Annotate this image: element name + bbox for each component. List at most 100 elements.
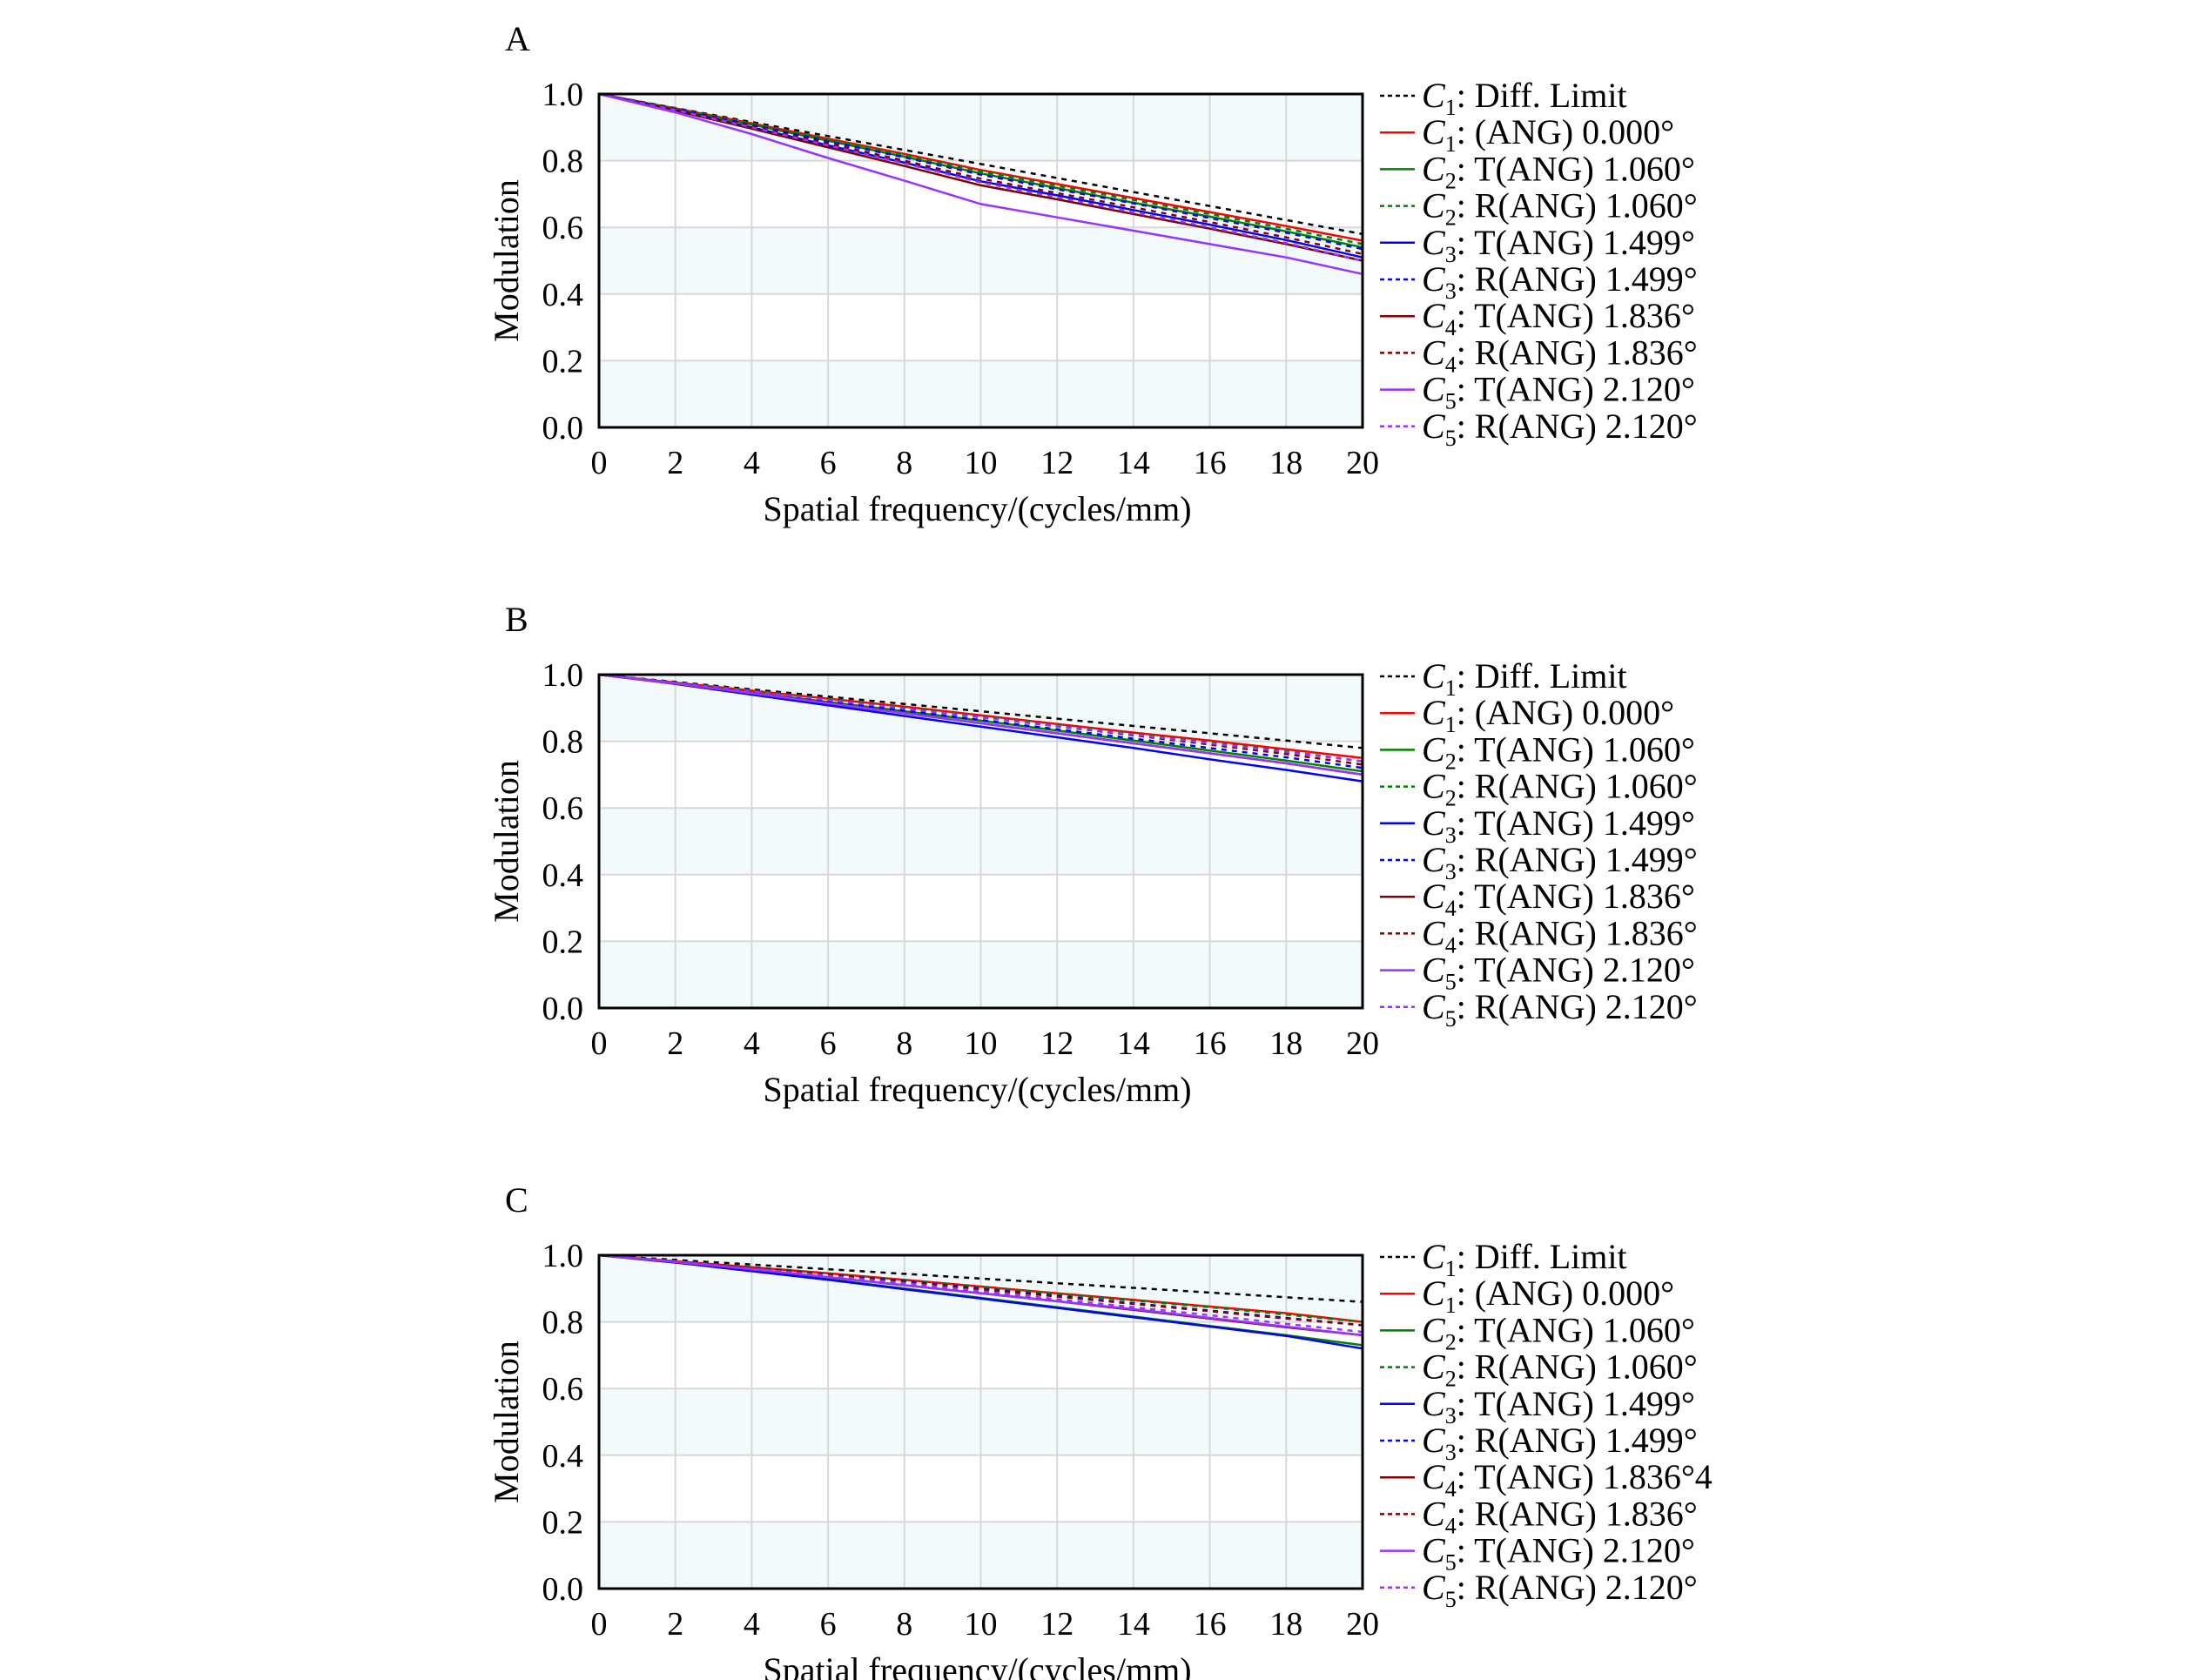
legend-subscript: 5 xyxy=(1445,1587,1457,1612)
y-tick-label: 1.0 xyxy=(542,1238,584,1274)
x-tick-label: 16 xyxy=(1194,445,1227,481)
x-tick-label: 2 xyxy=(667,445,683,481)
y-axis-label: Modulation xyxy=(487,760,526,923)
x-tick-label: 20 xyxy=(1346,445,1379,481)
x-tick-label: 12 xyxy=(1040,445,1073,481)
legend-label: : T(ANG) 1.499° xyxy=(1457,223,1695,262)
x-tick-label: 6 xyxy=(820,445,837,481)
legend-label: : R(ANG) 1.836° xyxy=(1457,913,1698,952)
x-tick-label: 12 xyxy=(1040,1606,1073,1643)
x-axis-label: Spatial frequency/(cycles/mm) xyxy=(763,489,1191,528)
legend-entry: C3: T(ANG) 1.499° xyxy=(1422,223,1695,267)
legend-symbol: C xyxy=(1422,1568,1446,1607)
legend-entry: C1: (ANG) 0.000° xyxy=(1422,112,1674,157)
legend-symbol: C xyxy=(1422,767,1446,806)
y-tick-label: 0.6 xyxy=(542,210,584,246)
legend-entry: C3: T(ANG) 1.499° xyxy=(1422,803,1695,848)
legend-symbol: C xyxy=(1422,1384,1446,1423)
x-tick-label: 6 xyxy=(820,1025,837,1062)
legend-entry: C4: R(ANG) 1.836° xyxy=(1422,333,1698,377)
legend-label: : T(ANG) 1.836°4 xyxy=(1457,1457,1713,1496)
x-tick-label: 0 xyxy=(591,1606,608,1643)
x-tick-label: 8 xyxy=(896,445,912,481)
y-tick-label: 0.0 xyxy=(542,410,584,447)
y-tick-label: 0.2 xyxy=(542,1504,584,1541)
legend-entry: C1: Diff. Limit xyxy=(1422,656,1627,701)
y-tick-label: 0.4 xyxy=(542,857,584,894)
legend-label: : T(ANG) 2.120° xyxy=(1457,951,1695,990)
x-tick-label: 16 xyxy=(1194,1025,1227,1062)
legend-subscript: 2 xyxy=(1445,205,1457,231)
legend-entry: C5: R(ANG) 2.120° xyxy=(1422,407,1698,451)
y-tick-label: 0.2 xyxy=(542,924,584,960)
legend-symbol: C xyxy=(1422,1421,1446,1460)
y-tick-label: 0.6 xyxy=(542,1371,584,1408)
y-axis-label: Modulation xyxy=(487,179,526,342)
legend-entry: C1: (ANG) 0.000° xyxy=(1422,1273,1674,1318)
legend-label: : R(ANG) 2.120° xyxy=(1457,407,1698,446)
legend-label: : R(ANG) 1.836° xyxy=(1457,333,1698,372)
legend-subscript: 1 xyxy=(1445,1256,1457,1281)
y-tick-label: 0.8 xyxy=(542,1305,584,1341)
y-tick-label: 0.6 xyxy=(542,790,584,827)
legend-symbol: C xyxy=(1422,877,1446,916)
legend-subscript: 1 xyxy=(1445,131,1457,157)
legend-subscript: 5 xyxy=(1445,1006,1457,1032)
legend-entry: C4: R(ANG) 1.836° xyxy=(1422,1494,1698,1538)
legend-entry: C2: R(ANG) 1.060° xyxy=(1422,186,1698,231)
legend-label: : R(ANG) 1.060° xyxy=(1457,186,1698,225)
legend-symbol: C xyxy=(1422,693,1446,732)
legend-label: : T(ANG) 2.120° xyxy=(1457,1531,1695,1570)
y-tick-label: 0.0 xyxy=(542,1571,584,1608)
x-axis-label: Spatial frequency/(cycles/mm) xyxy=(763,1650,1191,1680)
x-tick-label: 4 xyxy=(744,445,760,481)
y-tick-label: 0.4 xyxy=(542,277,584,313)
legend-subscript: 3 xyxy=(1445,823,1457,848)
plot-band xyxy=(599,608,1363,675)
series-line-8 xyxy=(598,673,1363,776)
legend-label: : T(ANG) 1.836° xyxy=(1457,877,1695,916)
plot-frame xyxy=(597,1253,1364,1590)
y-tick-label: 0.8 xyxy=(542,144,584,180)
panel-label: A xyxy=(505,19,530,58)
x-tick-label: 14 xyxy=(1117,445,1150,481)
legend-entry: C2: T(ANG) 1.060° xyxy=(1422,149,1695,193)
legend-symbol: C xyxy=(1422,1494,1446,1533)
legend-label: : R(ANG) 1.499° xyxy=(1457,840,1698,879)
chart-panel-a: A0 2 4 6 8 10 12 14 16 18 200.00.20.40.60.81.0Spat… xyxy=(487,19,1698,528)
legend-subscript: 4 xyxy=(1445,896,1457,921)
y-tick-label: 0.8 xyxy=(542,724,584,761)
legend-subscript: 2 xyxy=(1445,168,1457,193)
legend-label: : (ANG) 0.000° xyxy=(1457,1273,1674,1313)
series-line-9 xyxy=(598,673,1363,763)
plot-band xyxy=(599,1188,1363,1255)
legend-subscript: 1 xyxy=(1445,95,1457,120)
legend-symbol: C xyxy=(1422,1310,1446,1349)
legend-symbol: C xyxy=(1422,1273,1446,1313)
legend-entry: C2: T(ANG) 1.060° xyxy=(1422,729,1695,774)
legend-symbol: C xyxy=(1422,803,1446,843)
legend-entry: C1: Diff. Limit xyxy=(1422,76,1627,120)
legend-symbol: C xyxy=(1422,149,1446,188)
series-line-9 xyxy=(598,92,1363,262)
legend-entry: C5: T(ANG) 2.120° xyxy=(1422,370,1695,414)
legend-subscript: 4 xyxy=(1445,352,1457,377)
legend-subscript: 2 xyxy=(1445,749,1457,774)
legend-entry: C3: T(ANG) 1.499° xyxy=(1422,1384,1695,1428)
legend-entry: C4: T(ANG) 1.836° xyxy=(1422,877,1695,921)
legend-subscript: 2 xyxy=(1445,1367,1457,1392)
legend-subscript: 3 xyxy=(1445,279,1457,304)
legend-entry: C1: (ANG) 0.000° xyxy=(1422,693,1674,737)
x-tick-label: 8 xyxy=(896,1606,912,1643)
legend-entry: C2: T(ANG) 1.060° xyxy=(1422,1310,1695,1354)
y-tick-label: 0.2 xyxy=(542,343,584,380)
legend-symbol: C xyxy=(1422,951,1446,990)
legend-symbol: C xyxy=(1422,112,1446,151)
legend-label: : R(ANG) 1.499° xyxy=(1457,259,1698,299)
legend-entry: C5: T(ANG) 2.120° xyxy=(1422,1531,1695,1576)
legend-symbol: C xyxy=(1422,333,1446,372)
x-tick-label: 16 xyxy=(1194,1606,1227,1643)
legend-entry: C1: Diff. Limit xyxy=(1422,1237,1627,1281)
legend-label: : Diff. Limit xyxy=(1457,656,1627,696)
legend-subscript: 3 xyxy=(1445,1403,1457,1428)
